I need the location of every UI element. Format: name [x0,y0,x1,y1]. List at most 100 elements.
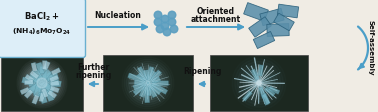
Polygon shape [264,87,275,97]
Circle shape [27,68,57,98]
Circle shape [38,79,46,87]
FancyBboxPatch shape [0,0,85,57]
Text: Oriented: Oriented [197,7,235,16]
Polygon shape [24,89,33,98]
Circle shape [251,75,266,91]
Polygon shape [50,79,61,87]
Polygon shape [260,8,284,26]
Circle shape [133,68,163,98]
Polygon shape [28,73,41,84]
Polygon shape [267,24,289,36]
Polygon shape [42,61,47,69]
Polygon shape [262,94,269,105]
Polygon shape [49,75,59,82]
Circle shape [146,81,150,85]
Polygon shape [262,93,270,105]
Circle shape [37,78,47,88]
Polygon shape [128,73,146,83]
Polygon shape [33,69,44,82]
Circle shape [135,70,161,96]
Polygon shape [46,73,59,81]
Polygon shape [22,77,34,85]
Circle shape [170,25,178,33]
Polygon shape [39,80,53,96]
Circle shape [154,18,162,26]
Circle shape [168,11,176,19]
Text: $\bf{BaCl_2+}$: $\bf{BaCl_2+}$ [25,11,60,23]
Text: $\bf{(NH_4)_6Mo_7O_{24}}$: $\bf{(NH_4)_6Mo_7O_{24}}$ [12,27,72,37]
Circle shape [243,67,275,99]
Polygon shape [259,87,266,98]
Polygon shape [148,83,161,95]
Circle shape [168,18,176,26]
Circle shape [131,66,165,100]
Circle shape [257,81,261,85]
Circle shape [142,77,154,89]
Circle shape [163,28,171,36]
Text: Nucleation: Nucleation [94,11,141,20]
Polygon shape [137,66,148,81]
Polygon shape [146,82,151,96]
Polygon shape [25,74,34,83]
Polygon shape [43,61,50,71]
Polygon shape [42,82,54,93]
Polygon shape [47,90,57,99]
Polygon shape [51,68,61,76]
Polygon shape [29,70,39,79]
Polygon shape [29,80,45,94]
Polygon shape [139,79,151,98]
Polygon shape [274,13,294,31]
Polygon shape [137,72,152,87]
Polygon shape [50,86,59,93]
Polygon shape [253,31,275,48]
Polygon shape [249,17,271,37]
Polygon shape [133,81,147,90]
Polygon shape [31,73,46,86]
Polygon shape [41,88,48,98]
Polygon shape [150,70,162,83]
Circle shape [35,76,49,90]
Polygon shape [39,93,45,102]
Polygon shape [50,81,59,86]
Circle shape [32,73,52,93]
Text: Further: Further [77,63,109,72]
Polygon shape [45,89,54,102]
Polygon shape [134,80,151,86]
Polygon shape [242,91,253,101]
Text: attachment: attachment [191,15,241,24]
Polygon shape [32,95,39,104]
Polygon shape [28,83,40,94]
Circle shape [37,78,47,88]
Circle shape [30,71,54,95]
Polygon shape [39,67,47,81]
Polygon shape [144,70,150,85]
FancyBboxPatch shape [103,55,193,111]
Polygon shape [33,85,42,97]
Text: ripening: ripening [75,71,111,80]
Circle shape [139,74,156,92]
Text: Ripening: Ripening [183,67,221,76]
Circle shape [144,79,152,87]
Polygon shape [243,3,268,21]
Polygon shape [146,80,157,98]
Text: Self-assembly: Self-assembly [367,20,373,76]
Circle shape [156,25,164,33]
FancyBboxPatch shape [1,55,83,111]
Circle shape [23,65,60,101]
Polygon shape [147,76,161,86]
Circle shape [161,22,169,30]
Polygon shape [20,87,30,95]
Polygon shape [144,86,150,103]
Polygon shape [24,80,33,85]
Polygon shape [38,72,54,86]
Polygon shape [45,79,59,87]
Circle shape [25,66,59,100]
Circle shape [28,70,56,97]
Polygon shape [146,66,154,82]
Circle shape [254,78,264,88]
Circle shape [161,15,169,23]
Polygon shape [277,4,299,18]
Polygon shape [145,70,156,84]
Polygon shape [39,91,48,104]
Polygon shape [36,62,45,75]
